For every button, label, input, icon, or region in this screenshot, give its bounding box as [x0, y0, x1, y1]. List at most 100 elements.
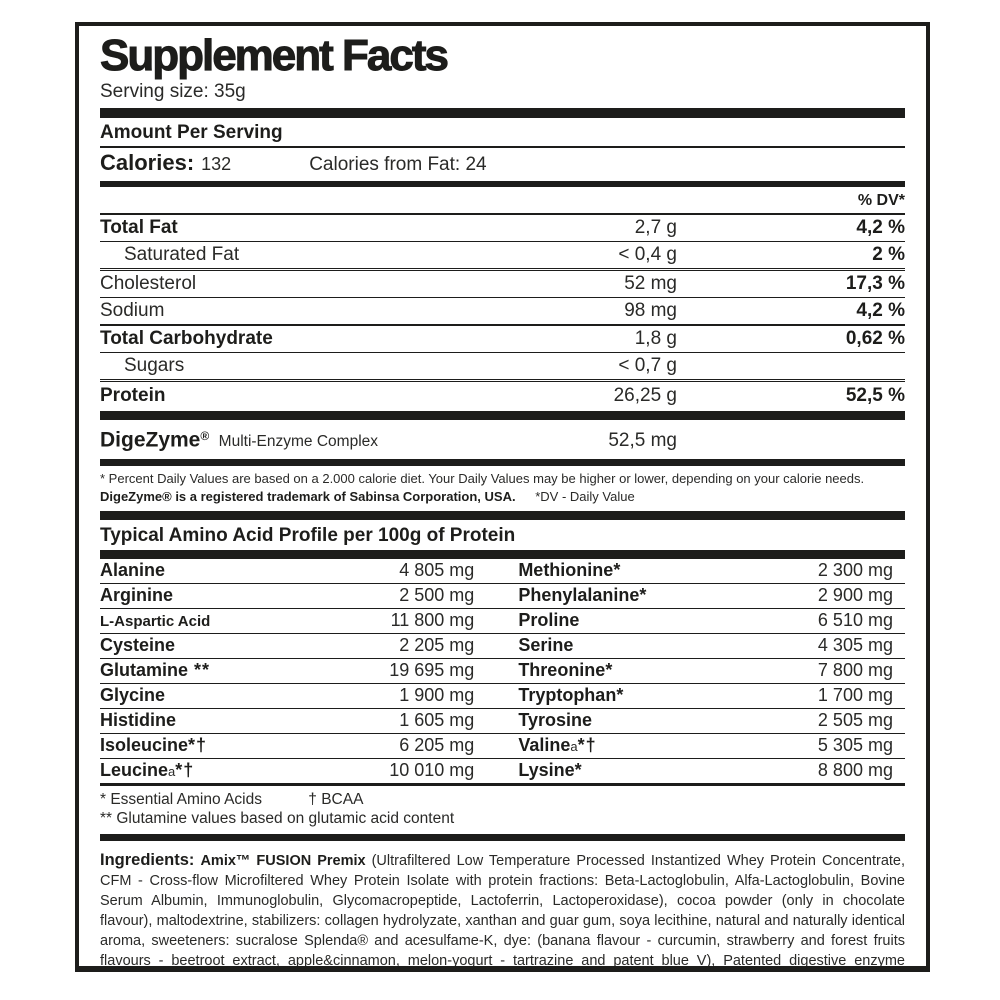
amino-value: 1 900 mg	[399, 685, 475, 706]
amino-cell: L-Aspartic Acid 11 800 mg	[100, 611, 474, 631]
amino-value: 11 800 mg	[390, 610, 475, 631]
amino-marks: *	[616, 685, 625, 706]
nutrient-label: Saturated Fat	[124, 244, 240, 265]
amino-name: Valine	[518, 735, 571, 756]
amount-per-serving-heading: Amount Per Serving	[100, 118, 905, 148]
amino-value: 2 500 mg	[399, 585, 475, 606]
amino-cell: Leucinea*† 10 010 mg	[100, 761, 474, 781]
amino-sub: a	[168, 764, 176, 780]
amino-marks: *	[574, 760, 583, 781]
amino-cell: Histidine 1 605 mg	[100, 711, 474, 731]
ingredients-body: (Ultrafiltered Low Temperature Processed…	[100, 853, 905, 970]
amino-value: 2 505 mg	[817, 710, 893, 731]
amino-cell: Cysteine 2 205 mg	[100, 636, 474, 656]
amino-name: Proline	[518, 610, 580, 631]
amino-row: Glycine 1 900 mg Tryptophan* 1 700 mg	[100, 684, 905, 710]
amino-marks: *	[639, 585, 648, 606]
registered-mark: ®	[200, 429, 210, 443]
amino-value: 1 700 mg	[817, 685, 893, 706]
amino-value: 6 205 mg	[399, 735, 475, 756]
ingredients-paragraph: Ingredients: Amix™ FUSION Premix (Ultraf…	[100, 841, 905, 970]
amino-name: Cysteine	[100, 635, 176, 656]
amino-value: 4 305 mg	[817, 635, 893, 656]
amino-marks: *	[605, 660, 614, 681]
amino-row: Glutamine ** 19 695 mg Threonine* 7 800 …	[100, 659, 905, 685]
nutrient-label: Total Fat	[100, 217, 178, 238]
amino-name: Arginine	[100, 585, 174, 606]
trademark-footnote: DigeZyme® is a registered trademark of S…	[100, 489, 905, 505]
nutrient-row-sugars: Sugars < 0,7 g	[100, 353, 905, 382]
nutrient-amount: 26,25 g	[613, 385, 677, 406]
amino-marks: **	[188, 660, 211, 681]
nutrient-label: Total Carbohydrate	[100, 328, 273, 349]
amino-value: 1 605 mg	[399, 710, 475, 731]
amino-acid-table: Alanine 4 805 mg Methionine* 2 300 mg Ar…	[100, 550, 905, 787]
nutrient-amount: 1,8 g	[634, 328, 677, 349]
nutrient-row-protein: Protein 26,25 g 52,5 %	[100, 382, 905, 420]
digezyme-description: Multi-Enzyme Complex	[218, 433, 379, 451]
amino-value: 6 510 mg	[817, 610, 893, 631]
amino-cell: Methionine* 2 300 mg	[474, 561, 905, 581]
amino-marks: *†	[188, 735, 208, 756]
amino-value: 5 305 mg	[817, 735, 893, 756]
amino-name: Methionine	[518, 560, 614, 581]
amino-marks: *	[613, 560, 622, 581]
amino-profile-heading: Typical Amino Acid Profile per 100g of P…	[100, 525, 516, 547]
nutrient-amount: 2,7 g	[634, 217, 677, 238]
amino-cell: Threonine* 7 800 mg	[474, 661, 905, 681]
nutrient-row-saturated-fat: Saturated Fat < 0,4 g 2 %	[100, 242, 905, 271]
calories-row: Calories: 132 Calories from Fat: 24	[100, 148, 905, 181]
amino-name: Alanine	[100, 560, 166, 581]
nutrient-dv: 0,62 %	[845, 328, 905, 349]
amino-row: Arginine 2 500 mg Phenylalanine* 2 900 m…	[100, 584, 905, 610]
dv-note: *DV - Daily Value	[535, 489, 635, 505]
amino-marks: *†	[175, 760, 195, 781]
ingredients-label: Ingredients:	[100, 851, 195, 870]
amino-name: Tyrosine	[518, 710, 592, 731]
amino-name: Histidine	[100, 710, 177, 731]
nutrient-dv: 52,5 %	[845, 385, 905, 406]
nutrient-label: Protein	[100, 385, 166, 406]
section-divider	[100, 108, 905, 118]
nutrient-amount: 52 mg	[624, 273, 677, 294]
amino-name: Glutamine	[100, 660, 189, 681]
section-divider	[100, 834, 905, 842]
nutrient-row-cholesterol: Cholesterol 52 mg 17,3 %	[100, 271, 905, 298]
amino-cell: Serine 4 305 mg	[474, 636, 905, 656]
amino-cell: Tyrosine 2 505 mg	[474, 711, 905, 731]
amino-name: Isoleucine	[100, 735, 189, 756]
amino-cell: Valinea*† 5 305 mg	[474, 736, 905, 756]
glutamine-note: ** Glutamine values based on glutamic ac…	[100, 810, 455, 828]
section-divider	[100, 511, 905, 521]
amino-cell: Alanine 4 805 mg	[100, 561, 474, 581]
serving-size: Serving size: 35g	[100, 81, 246, 102]
nutrient-row-total-carbohydrate: Total Carbohydrate 1,8 g 0,62 %	[100, 326, 905, 353]
supplement-facts-panel: Supplement Facts Serving size: 35g Amoun…	[75, 22, 930, 972]
amino-value: 2 205 mg	[399, 635, 475, 656]
amino-name: Phenylalanine	[518, 585, 640, 606]
amino-row: L-Aspartic Acid 11 800 mg Proline 6 510 …	[100, 609, 905, 635]
amino-name: Threonine	[518, 660, 606, 681]
amino-cell: Glutamine ** 19 695 mg	[100, 661, 474, 681]
amino-name: L-Aspartic Acid	[100, 613, 211, 631]
amino-value: 2 900 mg	[817, 585, 893, 606]
nutrient-amount: < 0,7 g	[618, 355, 677, 376]
amino-footnotes: * Essential Amino Acids † BCAA ** Glutam…	[100, 786, 905, 834]
amino-cell: Arginine 2 500 mg	[100, 586, 474, 606]
amino-cell: Tryptophan* 1 700 mg	[474, 686, 905, 706]
amino-value: 8 800 mg	[817, 760, 893, 781]
nutrient-label: Sugars	[124, 355, 185, 376]
calories-value: 132	[201, 154, 232, 174]
amino-value: 19 695 mg	[389, 660, 475, 681]
nutrient-dv: 4,2 %	[856, 300, 905, 321]
nutrient-row-total-fat: Total Fat 2,7 g 4,2 %	[100, 215, 905, 242]
daily-values-footnote: * Percent Daily Values are based on a 2.…	[100, 471, 865, 487]
nutrient-dv: 4,2 %	[856, 217, 905, 238]
calories-label: Calories:	[100, 150, 195, 175]
section-divider	[100, 181, 905, 187]
amino-name: Tryptophan	[518, 685, 617, 706]
nutrient-label: Sodium	[100, 300, 165, 321]
digezyme-brand: DigeZyme	[100, 428, 201, 452]
ingredients-premix: Amix™ FUSION Premix	[200, 853, 366, 870]
amino-cell: Glycine 1 900 mg	[100, 686, 474, 706]
